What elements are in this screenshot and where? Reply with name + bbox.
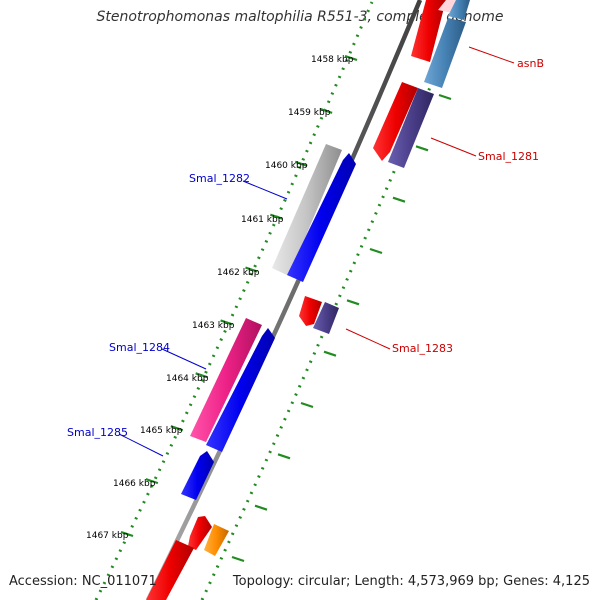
tick-label-1465: 1465 kbp	[140, 426, 183, 436]
label-smal-1285[interactable]: Smal_1285	[67, 426, 128, 439]
tick-mark-outer-1458	[344, 54, 358, 62]
cds-orange-bottom	[204, 524, 229, 556]
label-asnb[interactable]: asnB	[517, 57, 544, 70]
label-leaders	[118, 46, 515, 457]
leader-smal-1281	[430, 137, 477, 157]
scale-ticks	[120, 54, 452, 563]
cds-steelblue-asnb	[424, 18, 466, 88]
leader-smal-1284	[161, 348, 207, 370]
cds-steelblue-top	[448, 0, 470, 20]
tick-mark-outer-1463	[220, 319, 233, 326]
tick-label-1464: 1464 kbp	[166, 374, 209, 384]
cds-blue-1282	[287, 153, 356, 282]
tick-mark-inner-1462	[346, 299, 360, 306]
tick-mark-inner-1467	[231, 555, 245, 563]
tick-label-1461: 1461 kbp	[241, 215, 284, 225]
tick-mark-inner-1459	[415, 145, 429, 152]
tick-mark-outer-1464	[195, 372, 209, 379]
tick-label-1460: 1460 kbp	[265, 161, 308, 171]
tick-label-1466: 1466 kbp	[113, 479, 156, 489]
tick-mark-inner-1458	[438, 93, 452, 101]
tick-mark-inner-1461	[369, 247, 383, 255]
leader-smal-1285	[118, 433, 164, 457]
tick-mark-inner-1464	[300, 401, 314, 409]
cds-blue-1285	[181, 451, 214, 500]
tick-mark-outer-1466	[145, 478, 159, 485]
tick-label-1467: 1467 kbp	[86, 531, 129, 541]
scale-tick-labels: 1458 kbp 1459 kbp 1460 kbp 1461 kbp 1462…	[86, 55, 354, 541]
tick-mark-outer-1460	[294, 160, 308, 167]
tick-label-1459: 1459 kbp	[288, 108, 331, 118]
cds-gray-1282	[272, 144, 342, 276]
dotted-ring-outer	[94, 1, 374, 600]
leader-smal-1283	[345, 328, 391, 350]
cds-blue-1284	[206, 328, 275, 452]
label-smal-1283[interactable]: Smal_1283	[392, 342, 453, 355]
cds-purple-1281	[388, 88, 434, 168]
cds-red-top	[411, 0, 446, 62]
tick-mark-inner-1463	[323, 350, 337, 357]
dotted-ring-inner	[200, 1, 468, 600]
leader-smal-1282	[242, 180, 288, 200]
tick-mark-inner-1460	[392, 196, 406, 203]
cds-red-1283	[299, 296, 322, 326]
label-smal-1282[interactable]: Smal_1282	[189, 172, 250, 185]
tick-mark-inner-1465	[277, 453, 291, 460]
cds-purple-1283	[313, 302, 339, 334]
map-title: Stenotrophomonas maltophilia R551-3, com…	[96, 9, 504, 25]
tick-mark-outer-1461	[269, 213, 283, 220]
tick-mark-inner-1466	[254, 504, 268, 511]
cds-pink-1284	[190, 318, 262, 442]
leader-asnb	[468, 46, 515, 64]
tick-mark-outer-1459	[319, 107, 333, 114]
gene-labels: asnB Smal_1281 Smal_1282 Smal_1283 Smal_…	[67, 57, 544, 439]
cds-features	[146, 0, 470, 600]
tick-label-1462: 1462 kbp	[217, 268, 260, 278]
cds-red-1281a	[373, 82, 418, 161]
cds-red-bottom-b	[146, 540, 194, 600]
label-smal-1284[interactable]: Smal_1284	[109, 341, 170, 354]
genome-summary-text: Topology: circular; Length: 4,573,969 bp…	[232, 574, 590, 589]
label-smal-1281[interactable]: Smal_1281	[478, 150, 539, 163]
genome-backbone	[145, 0, 423, 600]
cds-red-bottom-a	[188, 516, 212, 550]
tick-mark-outer-1467	[120, 530, 134, 538]
tick-mark-outer-1462	[245, 266, 258, 273]
tick-mark-outer-1465	[170, 425, 184, 432]
tick-label-1463: 1463 kbp	[192, 321, 235, 331]
accession-text: Accession: NC_011071	[9, 574, 157, 589]
tick-label-1458: 1458 kbp	[311, 55, 354, 65]
